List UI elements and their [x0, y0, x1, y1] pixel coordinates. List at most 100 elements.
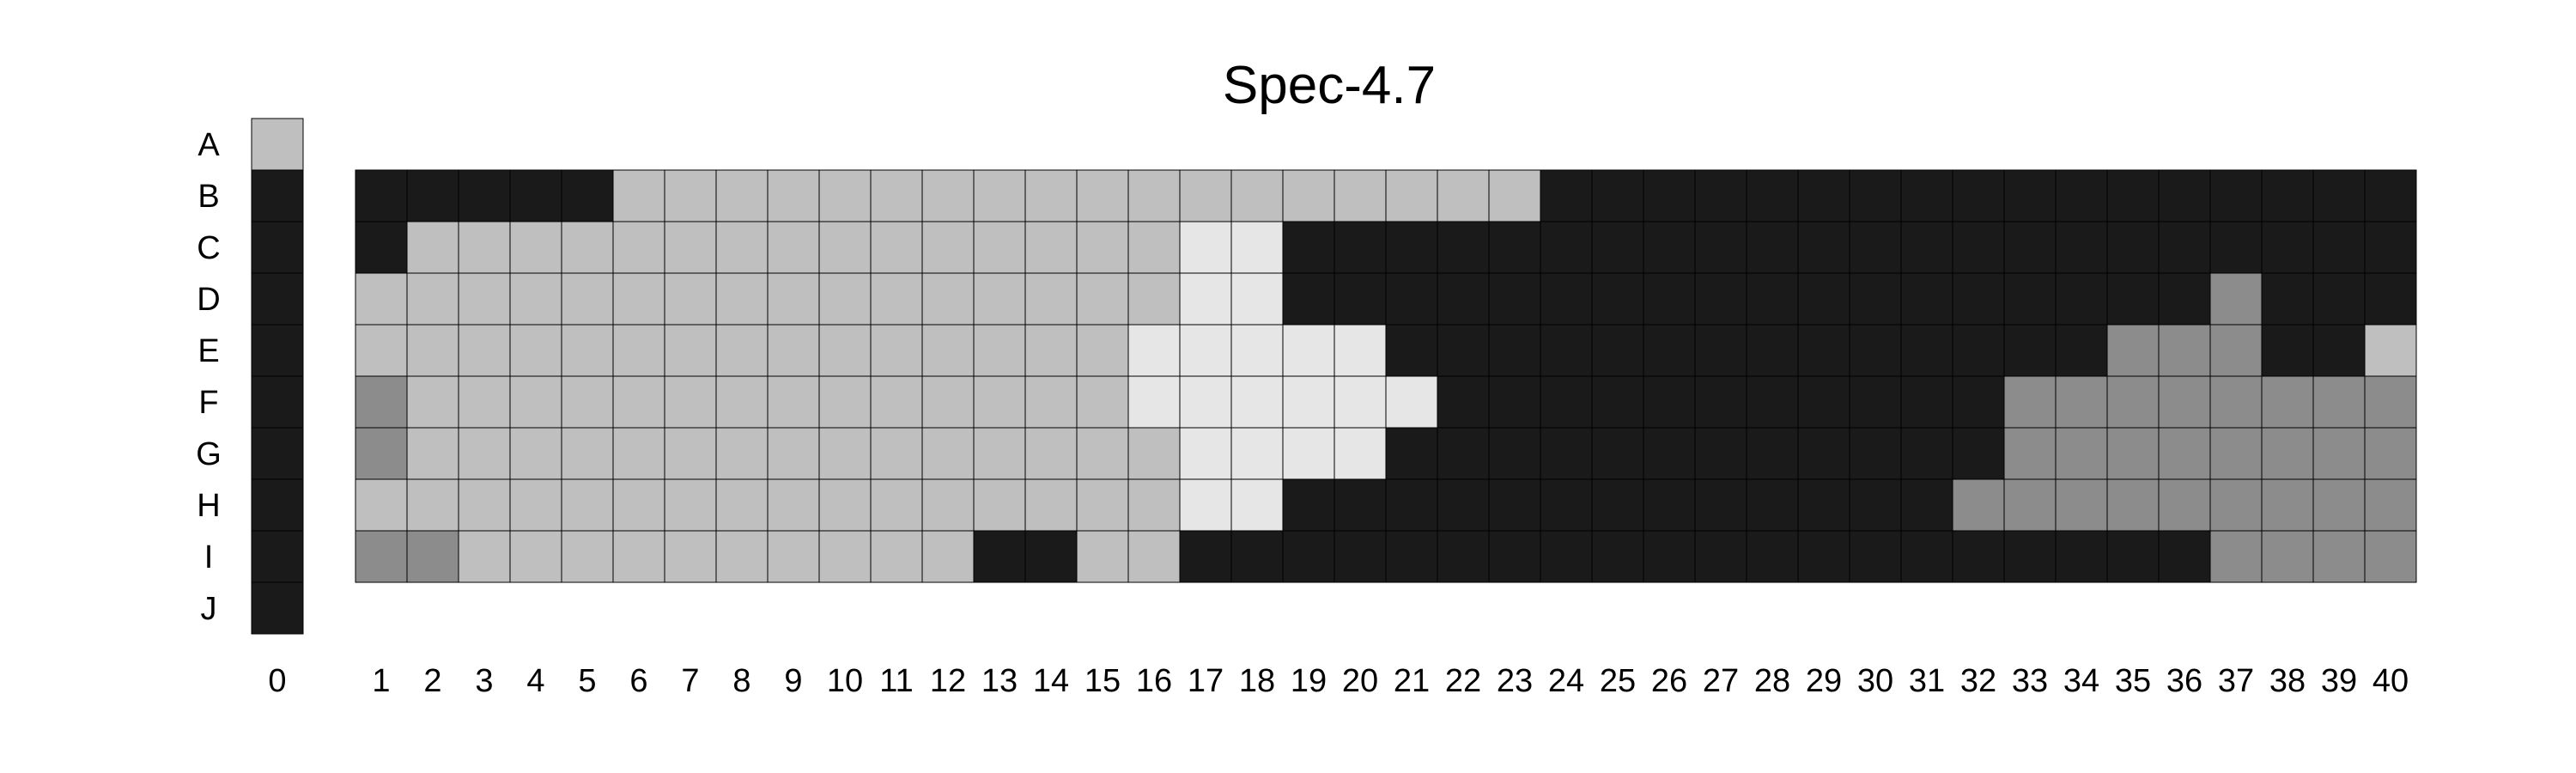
cell-g-14 — [1024, 427, 1078, 480]
cell-f-21 — [1385, 375, 1438, 429]
cell-d-27 — [1694, 272, 1747, 326]
column-labels: 0 1 2 3 4 5 6 7 8 9 10 11 12 13 14 15 16 17 18 19 20 21 22 23 24… — [268, 663, 2409, 699]
col-label-23: 23 — [1497, 663, 1533, 699]
cell-b-11 — [870, 169, 923, 222]
cell-f-19 — [1282, 375, 1335, 429]
cell-e-11 — [870, 324, 923, 377]
cell-h-11 — [870, 478, 923, 532]
cell-d-25 — [1591, 272, 1644, 326]
cell-i-26 — [1643, 530, 1696, 583]
cell-f-5 — [561, 375, 614, 429]
col-label-26: 26 — [1651, 663, 1687, 699]
cell-i-31 — [1900, 530, 1953, 583]
cell-d-34 — [2055, 272, 2108, 326]
cell-g-25 — [1591, 427, 1644, 480]
cell-a-0 — [251, 118, 304, 171]
cell-d-37 — [2209, 272, 2263, 326]
cell-g-22 — [1437, 427, 1490, 480]
cell-g-20 — [1334, 427, 1387, 480]
cell-g-10 — [818, 427, 872, 480]
cell-g-37 — [2209, 427, 2263, 480]
cell-i-21 — [1385, 530, 1438, 583]
cell-c-33 — [2003, 221, 2057, 274]
cell-h-22 — [1437, 478, 1490, 532]
cell-c-7 — [664, 221, 717, 274]
cell-b-36 — [2158, 169, 2211, 222]
cell-i-17 — [1179, 530, 1232, 583]
cell-d-8 — [715, 272, 769, 326]
cell-c-3 — [458, 221, 511, 274]
cell-f-35 — [2106, 375, 2160, 429]
cell-d-3 — [458, 272, 511, 326]
col-label-17: 17 — [1188, 663, 1224, 699]
cell-i-8 — [715, 530, 769, 583]
cell-f-15 — [1076, 375, 1129, 429]
cell-c-39 — [2312, 221, 2366, 274]
cell-c-40 — [2364, 221, 2417, 274]
col-label-14: 14 — [1033, 663, 1069, 699]
cell-d-7 — [664, 272, 717, 326]
row-label-c: C — [197, 230, 220, 266]
cell-i-34 — [2055, 530, 2108, 583]
cell-f-40 — [2364, 375, 2417, 429]
cell-b-16 — [1127, 169, 1181, 222]
cell-i-9 — [767, 530, 820, 583]
cell-g-12 — [921, 427, 975, 480]
cell-h-4 — [509, 478, 562, 532]
cell-g-15 — [1076, 427, 1129, 480]
cell-i-24 — [1540, 530, 1593, 583]
row-label-a: A — [197, 127, 220, 163]
cell-b-34 — [2055, 169, 2108, 222]
cell-f-0 — [251, 375, 304, 429]
cell-b-24 — [1540, 169, 1593, 222]
cell-b-0 — [251, 169, 304, 222]
cell-b-37 — [2209, 169, 2263, 222]
cell-d-2 — [406, 272, 459, 326]
cell-h-30 — [1849, 478, 1902, 532]
cell-f-36 — [2158, 375, 2211, 429]
cell-g-6 — [612, 427, 665, 480]
cell-d-10 — [818, 272, 872, 326]
cell-g-8 — [715, 427, 769, 480]
cell-b-15 — [1076, 169, 1129, 222]
cell-b-1 — [355, 169, 408, 222]
cell-b-4 — [509, 169, 562, 222]
col-label-38: 38 — [2269, 663, 2306, 699]
cell-f-25 — [1591, 375, 1644, 429]
col-label-39: 39 — [2321, 663, 2357, 699]
cell-g-35 — [2106, 427, 2160, 480]
cell-f-31 — [1900, 375, 1953, 429]
chart-title: Spec-4.7 — [1223, 56, 1436, 115]
cell-b-17 — [1179, 169, 1232, 222]
cell-i-22 — [1437, 530, 1490, 583]
cell-d-19 — [1282, 272, 1335, 326]
cell-d-36 — [2158, 272, 2211, 326]
cell-h-21 — [1385, 478, 1438, 532]
cell-b-27 — [1694, 169, 1747, 222]
cell-e-35 — [2106, 324, 2160, 377]
col-label-4: 4 — [526, 663, 544, 699]
col-label-5: 5 — [578, 663, 596, 699]
cell-h-18 — [1230, 478, 1284, 532]
cell-h-2 — [406, 478, 459, 532]
cell-h-17 — [1179, 478, 1232, 532]
cell-e-31 — [1900, 324, 1953, 377]
cell-e-40 — [2364, 324, 2417, 377]
cell-g-23 — [1488, 427, 1541, 480]
cell-g-31 — [1900, 427, 1953, 480]
cell-d-24 — [1540, 272, 1593, 326]
cell-f-1 — [355, 375, 408, 429]
cell-b-35 — [2106, 169, 2160, 222]
col-label-18: 18 — [1239, 663, 1275, 699]
col-label-33: 33 — [2012, 663, 2048, 699]
cell-f-29 — [1797, 375, 1850, 429]
cell-i-30 — [1849, 530, 1902, 583]
cell-i-1 — [355, 530, 408, 583]
col-label-16: 16 — [1136, 663, 1172, 699]
cell-i-2 — [406, 530, 459, 583]
cell-f-39 — [2312, 375, 2366, 429]
cell-e-19 — [1282, 324, 1335, 377]
cell-i-0 — [251, 530, 304, 583]
cell-e-15 — [1076, 324, 1129, 377]
cell-c-12 — [921, 221, 975, 274]
